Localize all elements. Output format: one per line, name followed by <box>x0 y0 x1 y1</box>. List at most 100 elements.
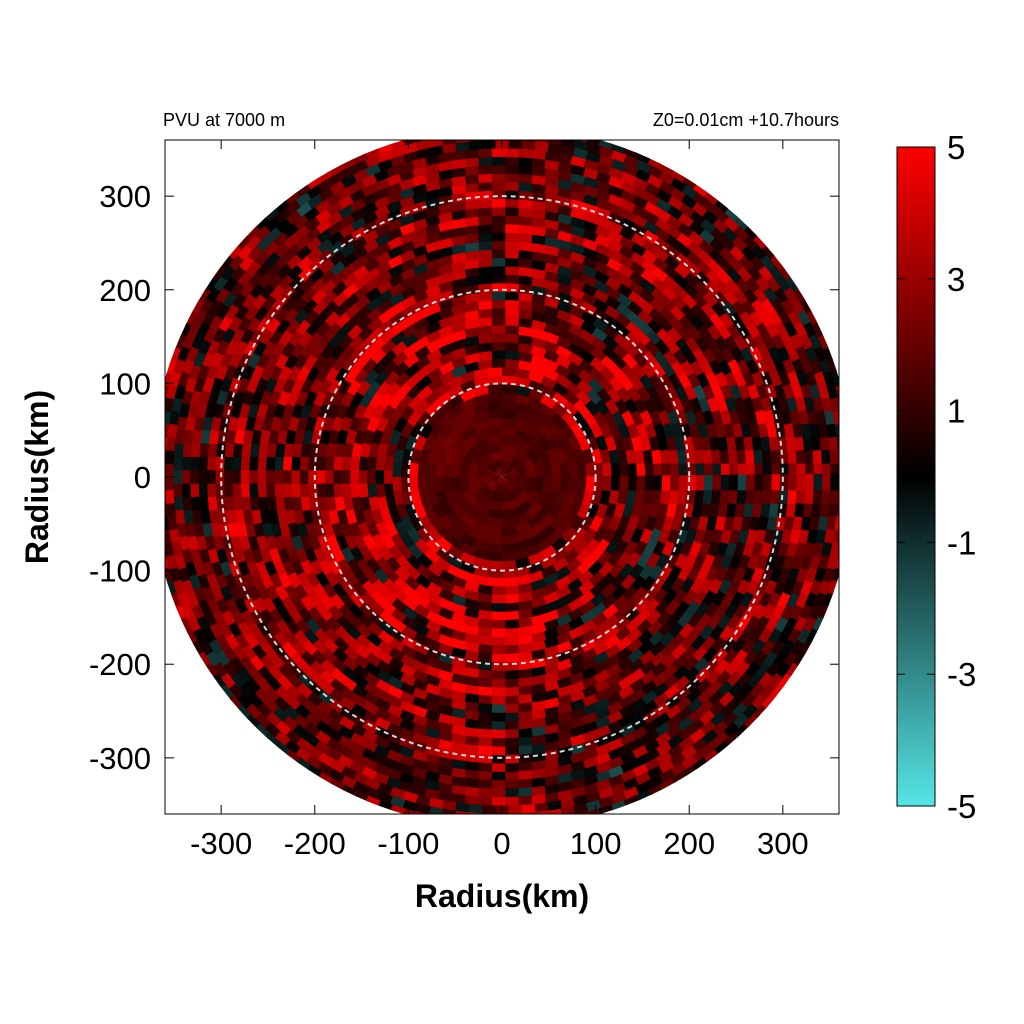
field-cell <box>491 636 508 647</box>
field-cell <box>435 401 453 418</box>
field-cell <box>542 339 560 354</box>
field-cell <box>489 223 506 233</box>
field-cell <box>198 456 208 474</box>
field-cell <box>748 420 761 438</box>
field-cell <box>549 422 566 440</box>
field-cell <box>462 207 480 219</box>
field-cell <box>377 392 393 410</box>
field-cell <box>579 300 598 316</box>
field-cell <box>191 509 203 528</box>
field-cell <box>261 416 274 434</box>
field-cell <box>518 753 536 764</box>
field-cell <box>412 335 430 352</box>
field-cell <box>518 642 535 654</box>
field-cell <box>417 477 428 493</box>
field-cell <box>586 502 600 520</box>
field-cell <box>531 725 549 737</box>
field-cell <box>518 744 536 756</box>
colorbar-ticks: 531-1-3-5 <box>897 129 976 825</box>
field-cell <box>544 791 563 804</box>
field-cell <box>449 269 467 282</box>
field-cell <box>475 223 493 234</box>
field-cell <box>787 447 798 464</box>
field-cell <box>459 415 477 432</box>
field-cell <box>383 470 393 486</box>
field-cell <box>491 797 509 807</box>
field-cell <box>472 520 490 535</box>
field-cell <box>569 680 588 694</box>
field-cell <box>166 516 179 534</box>
field-cell <box>596 549 614 567</box>
field-cell <box>425 647 443 662</box>
field-cell <box>529 310 547 323</box>
field-cell <box>588 355 606 373</box>
field-cell <box>514 437 533 454</box>
field-cell <box>461 157 479 168</box>
field-cell <box>505 788 523 798</box>
field-cell <box>478 779 496 790</box>
field-cell <box>505 695 522 705</box>
field-cell <box>639 408 654 426</box>
field-cell <box>341 470 351 486</box>
field-cell <box>505 703 522 714</box>
field-cell <box>652 539 667 557</box>
field-cell <box>486 417 502 429</box>
field-cell <box>578 348 596 364</box>
field-cell <box>678 461 688 477</box>
field-cell <box>796 460 806 477</box>
field-cell <box>471 500 490 517</box>
field-cell <box>290 535 305 553</box>
field-cell <box>391 462 402 479</box>
field-cell <box>486 409 502 420</box>
field-cell <box>192 416 205 435</box>
field-cell <box>788 406 801 425</box>
field-cell <box>566 331 585 347</box>
field-cell <box>451 725 469 737</box>
field-cell <box>471 410 489 425</box>
field-cell <box>307 403 322 421</box>
field-cell <box>648 501 661 518</box>
field-cell <box>399 691 418 706</box>
field-cell <box>401 342 419 359</box>
field-cell <box>448 183 466 196</box>
field-cell <box>653 461 663 477</box>
field-cell <box>567 304 585 319</box>
field-cell <box>580 210 599 224</box>
field-cell <box>489 265 506 276</box>
field-cell <box>448 209 466 221</box>
field-cell <box>485 434 502 446</box>
field-cell <box>689 539 703 557</box>
field-cell <box>491 140 509 149</box>
field-cell <box>515 148 533 159</box>
field-cell <box>478 140 496 141</box>
field-cell <box>501 400 517 411</box>
field-cell <box>415 374 433 391</box>
field-cell <box>508 804 526 814</box>
field-cell <box>343 403 358 421</box>
field-cell <box>531 639 548 652</box>
field-cell <box>316 456 327 473</box>
field-cell <box>771 407 784 425</box>
field-cell <box>531 674 549 686</box>
field-cell <box>428 797 447 810</box>
field-cell <box>198 470 208 487</box>
field-cell <box>802 500 814 518</box>
field-cell <box>502 164 519 175</box>
field-cell <box>516 291 533 303</box>
field-cell <box>461 174 479 185</box>
field-cell <box>383 567 401 585</box>
field-cell <box>548 502 564 520</box>
field-cell <box>441 808 460 814</box>
pv-field <box>165 140 839 814</box>
field-cell <box>165 463 166 481</box>
field-cell <box>476 325 493 336</box>
field-cell <box>577 568 595 586</box>
field-cell <box>544 705 562 718</box>
field-cell <box>349 391 364 409</box>
field-cell <box>206 470 216 487</box>
field-cell <box>184 522 197 541</box>
field-cell <box>437 360 455 376</box>
field-cell <box>536 489 551 507</box>
field-cell <box>402 808 422 814</box>
